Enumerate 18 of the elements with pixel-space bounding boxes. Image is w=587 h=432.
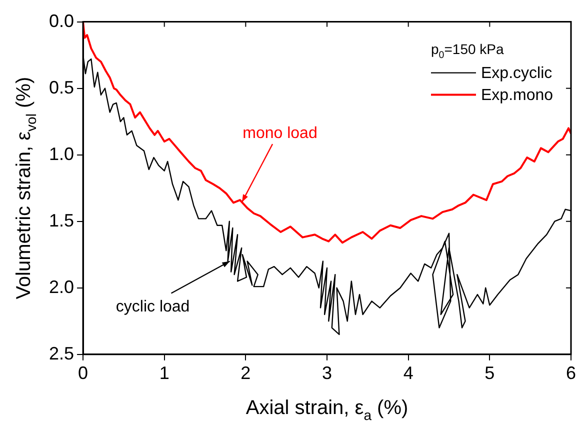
y-tick-label: 0.5 [48, 77, 74, 98]
y-tick-label: 2.5 [48, 343, 74, 364]
annotation: cyclic load [116, 298, 190, 316]
legend-label: Exp.cyclic [480, 64, 552, 82]
x-tick-label: 3 [322, 363, 332, 384]
y-tick-label: 1.0 [48, 144, 74, 164]
y-tick-label: 0.0 [48, 10, 74, 31]
x-tick-label: 4 [403, 363, 414, 384]
y-axis-title: Volumetric strain, εvol (%) [13, 76, 39, 300]
annotation: mono load [242, 125, 318, 142]
y-tick-label: 1.5 [48, 210, 74, 230]
x-tick-label: 0 [78, 363, 88, 384]
legend-label: Exp.mono [480, 86, 554, 104]
x-tick-label: 2 [240, 363, 251, 384]
x-tick-label: 1 [159, 363, 170, 384]
x-tick-label: 6 [566, 363, 576, 384]
x-tick-label: 5 [484, 363, 495, 384]
y-tick-label: 2.0 [48, 276, 74, 297]
